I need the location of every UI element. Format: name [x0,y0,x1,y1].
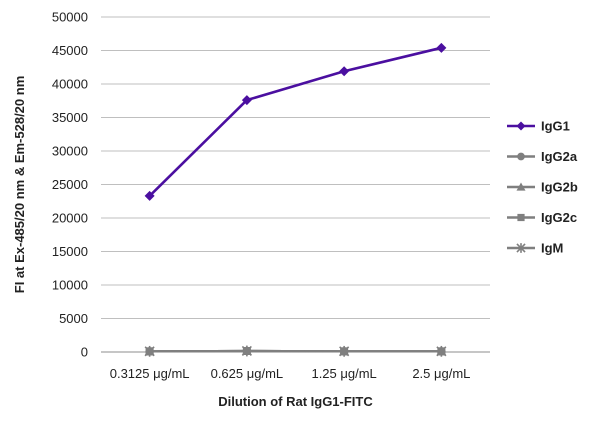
legend-marker [516,121,526,131]
legend-label: IgG1 [541,119,570,134]
y-axis-title: FI at Ex-485/20 nm & Em-528/20 nm [12,76,27,293]
data-point [242,346,252,356]
y-tick-label: 50000 [52,10,88,25]
legend-marker [516,243,526,253]
series-group [144,42,447,357]
series-line [148,46,442,197]
data-point [145,347,154,356]
y-tick-label: 35000 [52,110,88,125]
x-tick-label: 0.625 μg/mL [211,366,284,381]
y-tick-label: 45000 [52,43,88,58]
x-axis-title: Dilution of Rat IgG1-FITC [218,394,373,409]
y-tick-label: 20000 [52,211,88,226]
legend-item-igg2c: IgG2c [507,210,577,225]
y-tick-label: 25000 [52,177,88,192]
legend-marker [517,213,525,222]
legend-item-igg1: IgG1 [507,119,570,134]
x-tick-label: 1.25 μg/mL [311,366,376,381]
data-point [144,190,155,201]
data-point [241,95,252,106]
legend-marker [517,152,525,161]
legend-label: IgG2b [541,180,578,195]
y-tick-label: 0 [81,345,88,360]
gridlines [101,16,490,319]
legend-label: IgG2a [541,149,578,164]
legend: IgG1 IgG2a IgG2b IgG2c IgM [507,119,578,256]
y-tick-label: 40000 [52,77,88,92]
x-tick-label: 2.5 μg/mL [412,366,470,381]
legend-item-igg2b: IgG2b [507,180,578,195]
legend-marker [516,182,526,191]
y-tick-label: 15000 [52,244,88,259]
legend-label: IgM [541,241,563,256]
y-tick-label: 30000 [52,144,88,159]
data-point [339,347,349,356]
data-point [339,66,350,77]
series-igg1 [144,42,447,201]
legend-item-igm: IgM [507,241,563,256]
x-tick-label: 0.3125 μg/mL [110,366,190,381]
y-tick-label: 10000 [52,278,88,293]
legend-label: IgG2c [541,210,577,225]
y-tick-label: 5000 [59,311,88,326]
legend-item-igg2a: IgG2a [507,149,578,164]
series-igg2a [145,346,446,356]
data-point [437,347,446,356]
axes: 0 5000 10000 15000 20000 25000 30000 35000 40000… [52,10,490,381]
data-point [436,42,447,53]
